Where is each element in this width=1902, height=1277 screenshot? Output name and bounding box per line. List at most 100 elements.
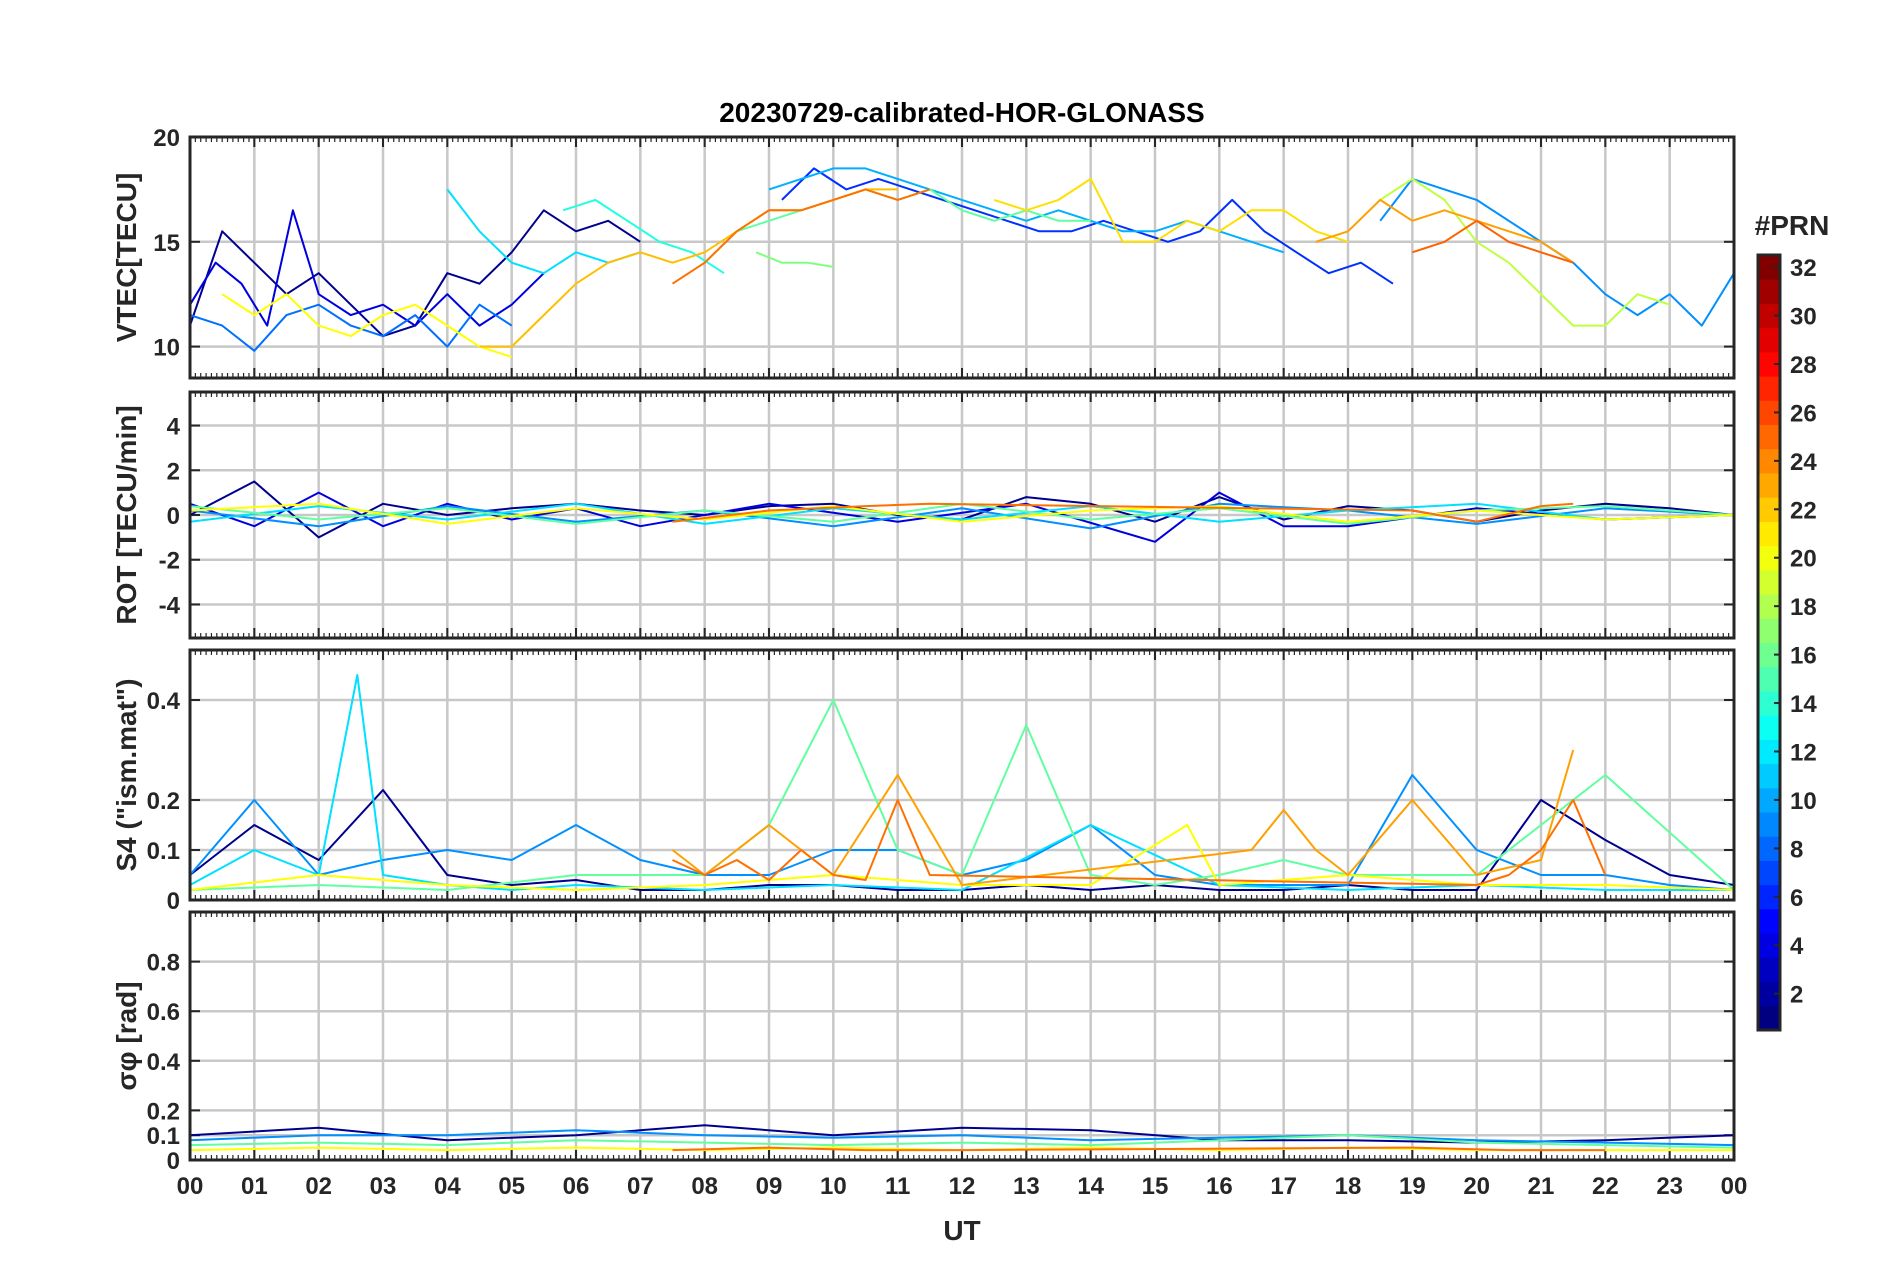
x-tick-label: 09 <box>756 1173 783 1200</box>
series-line-prn-21 <box>993 177 1349 243</box>
series-line-prn-22 <box>671 749 1575 886</box>
colorbar-tick-label: 4 <box>1790 933 1804 960</box>
colorbar-segment <box>1758 933 1780 958</box>
panel-vtec: 10 15 20 VTEC[TECU] <box>111 125 1736 380</box>
series-line-prn-24 <box>672 799 1607 886</box>
colorbar-segment <box>1758 690 1780 716</box>
colorbar-segment <box>1758 812 1780 837</box>
colorbar-tick-label: 16 <box>1790 643 1817 670</box>
panel-rot: -4 -2 0 2 4 ROT [TECU/min] <box>111 390 1736 640</box>
y-axis-label: S4 ("ism.mat") <box>111 678 142 871</box>
series-line-prn-8 <box>190 1129 1734 1147</box>
x-tick-label: 03 <box>370 1173 397 1200</box>
x-tick-label: 10 <box>820 1173 847 1200</box>
chart-title: 20230729-calibrated-HOR-GLONASS <box>719 97 1205 128</box>
y-tick-label: 15 <box>153 230 180 257</box>
x-tick-label: 05 <box>498 1173 525 1200</box>
x-tick-label: 01 <box>241 1173 268 1200</box>
y-tick-label: 0.1 <box>147 1123 180 1150</box>
series-line-prn-22 <box>1315 198 1574 264</box>
colorbar-segment <box>1758 327 1780 353</box>
colorbar-tick-label: 32 <box>1790 255 1817 282</box>
colorbar-segment <box>1758 594 1780 619</box>
x-tick-label: 04 <box>434 1173 461 1200</box>
colorbar-segment <box>1758 618 1780 643</box>
x-axis-label: UT <box>943 1215 980 1246</box>
y-tick-label: -2 <box>159 548 180 575</box>
colorbar-segment <box>1758 424 1780 450</box>
series-line-prn-20 <box>190 824 1734 891</box>
colorbar-segment <box>1758 739 1780 765</box>
y-axis-label: VTEC[TECU] <box>111 173 142 343</box>
x-tick-label: 15 <box>1142 1173 1169 1200</box>
colorbar-segment <box>1758 303 1780 329</box>
x-tick-label: 14 <box>1077 1173 1104 1200</box>
colorbar-segment <box>1758 255 1780 280</box>
colorbar-segment <box>1758 472 1780 498</box>
series-line-prn-12 <box>190 502 1734 525</box>
y-tick-label: 0.2 <box>147 788 180 815</box>
colorbar-segment <box>1758 545 1780 571</box>
x-tick-label: 12 <box>949 1173 976 1200</box>
colorbar-tick-label: 30 <box>1790 304 1817 331</box>
colorbar-tick-label: 6 <box>1790 885 1803 912</box>
series-line-prn-19 <box>1379 177 1671 327</box>
y-tick-label: 0 <box>167 1148 180 1175</box>
colorbar-segment <box>1758 763 1780 789</box>
y-tick-label: 0.2 <box>147 1098 180 1125</box>
colorbar-tick-label: 2 <box>1790 982 1803 1009</box>
series-line-prn-24 <box>671 188 931 285</box>
series-group <box>190 167 1734 358</box>
colorbar-segment <box>1758 642 1780 668</box>
y-tick-label: 20 <box>153 125 180 152</box>
x-tick-label: 20 <box>1463 1173 1490 1200</box>
x-tick-label: 00 <box>177 1173 204 1200</box>
colorbar-segment <box>1758 981 1780 1007</box>
colorbar-segment <box>1758 521 1780 547</box>
panel-frame <box>188 390 1736 640</box>
colorbar-segment <box>1758 448 1780 474</box>
x-tick-label: 17 <box>1270 1173 1297 1200</box>
y-tick-label: -4 <box>159 592 181 619</box>
y-tick-label: 0.6 <box>147 999 180 1026</box>
panel-frame <box>188 135 1736 380</box>
y-tick-label: 0.4 <box>147 688 181 715</box>
colorbar-segment <box>1758 715 1780 740</box>
panel-sigma_phi: 00 01 02 03 04 05 06 07 08 09 10 11 12 13 14 15 16 17 18 19… <box>111 910 1747 1200</box>
series-line-prn-5 <box>781 167 1394 285</box>
panel-s4: 0 0.1 0.2 0.4S4 ("ism.mat") <box>111 648 1736 915</box>
colorbar-segment <box>1758 860 1780 886</box>
colorbar-tick-label: 8 <box>1790 836 1803 863</box>
colorbar-tick-label: 10 <box>1790 788 1817 815</box>
y-axis-label: σφ [rad] <box>111 981 142 1090</box>
series-line-prn-3 <box>190 209 545 327</box>
y-tick-label: 0 <box>167 503 180 530</box>
colorbar-segment <box>1758 376 1780 401</box>
panel-frame <box>188 648 1736 902</box>
colorbar-title: #PRN <box>1755 210 1830 241</box>
series-line-prn-3 <box>190 491 1734 543</box>
x-tick-label: 07 <box>627 1173 654 1200</box>
x-tick-label: 21 <box>1528 1173 1555 1200</box>
colorbar-segment <box>1758 569 1780 595</box>
colorbar-tick-label: 28 <box>1790 352 1817 379</box>
y-tick-label: 0.1 <box>147 838 180 865</box>
y-tick-label: 0.4 <box>147 1049 181 1076</box>
x-tick-label: 06 <box>563 1173 590 1200</box>
colorbar-tick-label: 20 <box>1790 546 1817 573</box>
colorbar-segment <box>1758 1005 1780 1031</box>
series-line-prn-16 <box>190 699 1734 891</box>
series-line-prn-16 <box>190 1134 1734 1149</box>
colorbar-segment <box>1758 279 1780 304</box>
colorbar-segment <box>1758 351 1780 377</box>
series-group <box>190 1124 1734 1152</box>
y-tick-label: 0 <box>167 888 180 915</box>
colorbar-segment <box>1758 400 1780 426</box>
y-tick-label: 4 <box>167 414 181 441</box>
series-line-prn-12 <box>190 674 1734 891</box>
x-tick-label: 08 <box>691 1173 718 1200</box>
colorbar-tick-label: 14 <box>1790 691 1817 718</box>
